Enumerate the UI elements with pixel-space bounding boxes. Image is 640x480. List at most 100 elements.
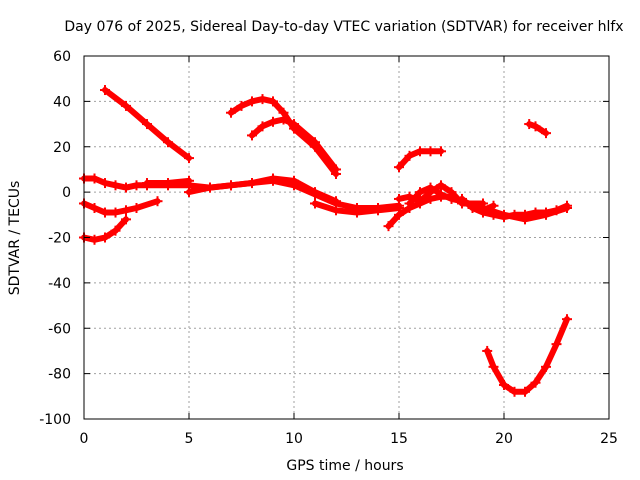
y-tick-label: -100 <box>39 412 71 428</box>
x-tick-label: 20 <box>495 431 513 447</box>
data-point <box>394 193 404 204</box>
data-point <box>89 203 100 214</box>
data-point <box>257 121 268 132</box>
data-point <box>524 119 535 130</box>
y-axis-label: SDTVAR / TECUs <box>7 181 23 296</box>
y-tick-label: 40 <box>53 94 71 110</box>
data-point <box>467 203 478 214</box>
data-point <box>289 119 299 130</box>
data-point <box>121 214 131 225</box>
x-tick-labels: 0 5 10 15 20 25 <box>80 431 618 447</box>
data-point <box>121 182 131 193</box>
data-point <box>415 146 425 157</box>
data-point <box>100 85 110 96</box>
data-point <box>331 205 341 216</box>
data-point <box>509 209 520 220</box>
data-point <box>457 193 467 204</box>
data-point <box>131 180 142 191</box>
data-point <box>562 200 572 211</box>
data-point <box>530 207 541 218</box>
data-point <box>89 234 100 245</box>
data-point <box>404 198 415 209</box>
data-point <box>110 207 121 218</box>
data-point <box>482 345 493 356</box>
y-tick-label: -60 <box>48 321 71 337</box>
data-point <box>499 212 509 223</box>
series-arc-16 <box>484 316 570 395</box>
data-point <box>152 196 163 207</box>
data-point <box>488 209 499 220</box>
y-tick-label: -20 <box>48 231 71 247</box>
chart-title: Day 076 of 2025, Sidereal Day-to-day VTE… <box>64 19 623 35</box>
x-tick-label: 5 <box>185 431 194 447</box>
data-point <box>436 180 446 191</box>
data-point <box>488 361 499 372</box>
marker-layer <box>79 85 572 397</box>
data-point <box>226 107 236 118</box>
data-point <box>541 207 551 218</box>
data-point <box>415 196 425 207</box>
data-point <box>310 137 320 148</box>
data-point <box>110 180 121 191</box>
data-point <box>373 205 383 216</box>
data-point <box>268 96 278 107</box>
data-point <box>436 146 446 157</box>
y-tick-label: -80 <box>48 367 71 383</box>
tick-layer <box>83 55 610 420</box>
data-point <box>268 175 278 186</box>
data-point <box>247 130 257 141</box>
data-point <box>331 164 341 175</box>
data-point <box>446 193 457 204</box>
data-point <box>100 178 110 189</box>
data-point <box>541 361 551 372</box>
data-point <box>394 209 404 220</box>
y-tick-labels: -100 -80 -60 -40 -20 0 20 40 60 <box>39 49 71 428</box>
data-point <box>121 100 131 111</box>
data-point <box>184 187 194 198</box>
data-point <box>436 189 446 200</box>
y-tick-label: -40 <box>48 276 71 292</box>
series-layer <box>81 87 570 395</box>
data-point <box>163 137 173 148</box>
y-tick-label: 60 <box>53 49 71 65</box>
data-point <box>247 96 257 107</box>
data-point <box>551 339 562 350</box>
series-arc-4 <box>81 175 339 205</box>
data-point <box>562 314 572 325</box>
data-point <box>100 207 110 218</box>
data-point <box>310 198 320 209</box>
data-point <box>425 182 436 193</box>
data-point <box>530 121 541 132</box>
data-point <box>383 221 394 232</box>
data-point <box>310 189 320 200</box>
data-point <box>268 116 278 127</box>
data-point <box>530 377 541 388</box>
data-point <box>520 386 530 397</box>
data-point <box>499 379 509 390</box>
data-point <box>352 207 362 218</box>
x-tick-label: 0 <box>80 431 89 447</box>
data-point <box>100 232 110 243</box>
grid <box>84 56 609 419</box>
data-point <box>236 100 247 111</box>
data-point <box>226 180 236 191</box>
data-point <box>425 146 436 157</box>
y-tick-label: 20 <box>53 140 71 156</box>
data-point <box>142 178 152 189</box>
data-point <box>394 162 404 173</box>
data-point <box>551 205 562 216</box>
data-point <box>184 175 194 186</box>
x-tick-label: 10 <box>285 431 303 447</box>
data-point <box>121 205 131 216</box>
data-point <box>541 128 551 139</box>
data-point <box>478 207 488 218</box>
data-point <box>89 173 100 184</box>
x-tick-label: 25 <box>600 431 618 447</box>
data-point <box>142 119 152 130</box>
data-point <box>278 114 289 125</box>
data-point <box>184 153 194 164</box>
data-point <box>509 386 520 397</box>
y-tick-label: 0 <box>62 185 71 201</box>
x-tick-label: 15 <box>390 431 408 447</box>
